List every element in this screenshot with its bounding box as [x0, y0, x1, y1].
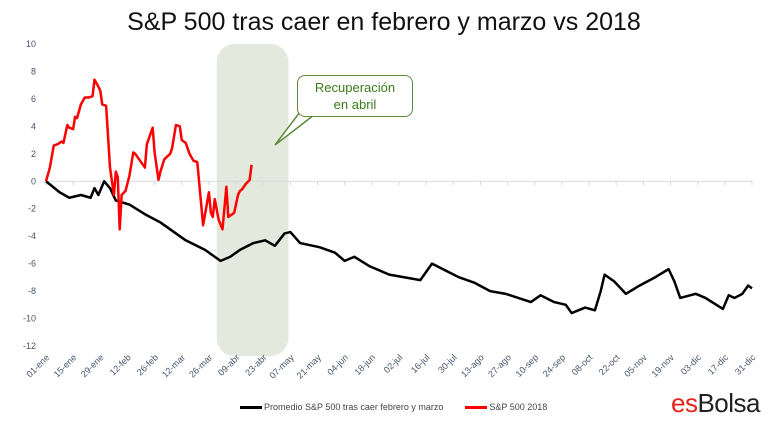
legend-swatch-red [465, 405, 488, 409]
y-tick-label: -12 [23, 341, 36, 351]
legend-item-average: Promedio S&P 500 tras caer febrero y mar… [240, 402, 443, 412]
x-tick-label: 02-jul [382, 352, 405, 375]
y-tick-label: -10 [23, 314, 36, 324]
chart-title: S&P 500 tras caer en febrero y marzo vs … [127, 8, 641, 36]
y-tick-label: -4 [28, 231, 36, 241]
y-tick-label: -6 [28, 259, 36, 269]
x-tick-label: 30-jul [436, 352, 459, 375]
x-tick-label: 29-ene [79, 352, 106, 379]
y-tick-label: 0 [31, 176, 36, 186]
x-tick-label: 12-mar [160, 352, 187, 379]
x-tick-label: 12-feb [108, 352, 133, 377]
x-tick-label: 24-sep [541, 352, 568, 379]
x-tick-label: 19-nov [649, 352, 676, 379]
series-line-average [45, 180, 753, 315]
x-tick-label: 10-sep [514, 352, 541, 379]
x-tick-label: 26-mar [187, 352, 214, 379]
series-line-2018 [44, 78, 253, 231]
x-tick-label: 27-ago [486, 352, 513, 379]
logo-es: es [670, 388, 698, 418]
y-tick-label: 8 [31, 66, 36, 76]
x-tick-label: 31-dic [733, 352, 758, 377]
y-tick-label: -8 [28, 286, 36, 296]
x-tick-label: 16-jul [409, 352, 432, 375]
annotation-callout: Recuperación en abril [297, 75, 413, 117]
legend: Promedio S&P 500 tras caer febrero y mar… [240, 402, 547, 412]
legend-label: S&P 500 2018 [489, 402, 548, 412]
x-tick-label: 09-abr [216, 352, 241, 377]
y-tick-label: 2 [31, 149, 36, 159]
y-tick-label: 6 [31, 94, 36, 104]
legend-swatch-black [240, 405, 262, 409]
x-tick-label: 26-feb [135, 352, 160, 377]
x-tick-label: 07-may [268, 352, 297, 381]
y-tick-label: -2 [28, 204, 36, 214]
x-tick-label: 01-ene [25, 352, 52, 379]
logo-bolsa: Bolsa [697, 388, 760, 418]
x-tick-label: 15-ene [52, 352, 79, 379]
x-tick-label: 23-abr [243, 352, 268, 377]
x-tick-label: 18-jun [352, 352, 377, 377]
x-tick-label: 03-dic [679, 352, 704, 377]
legend-item-2018: S&P 500 2018 [465, 402, 547, 412]
x-tick-label: 17-dic [706, 352, 731, 377]
x-tick-label: 04-jun [325, 352, 350, 377]
x-tick-label: 21-may [295, 352, 324, 381]
y-tick-label: 10 [26, 39, 36, 49]
x-tick-label: 05-nov [622, 352, 649, 379]
highlight-region [216, 44, 289, 356]
y-tick-label: 4 [31, 121, 36, 131]
legend-label: Promedio S&P 500 tras caer febrero y mar… [264, 402, 444, 412]
x-tick-label: 13-ago [459, 352, 486, 379]
x-tick-label: 22-oct [597, 352, 622, 377]
esbolsa-logo: esBolsa [670, 388, 761, 419]
x-tick-label: 08-oct [570, 352, 595, 377]
